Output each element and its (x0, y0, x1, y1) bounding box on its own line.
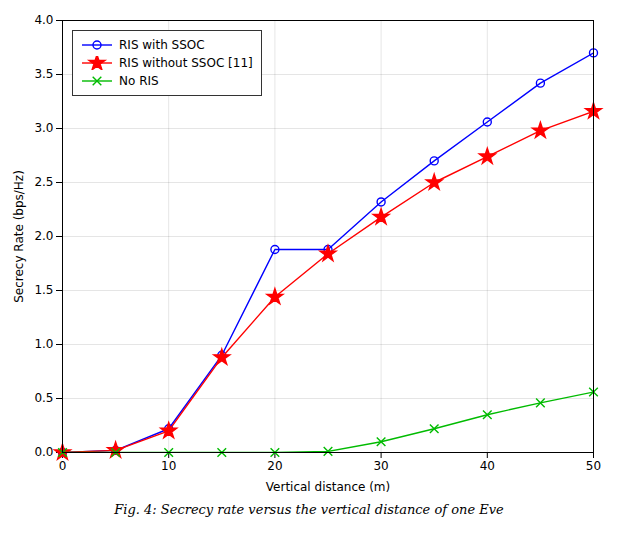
svg-text:3.5: 3.5 (34, 67, 53, 81)
svg-text:3.0: 3.0 (34, 121, 53, 135)
html-text:Fig. 4: Secrecy rate versus th: Fig. 4: Secrecy rate versus the vertical… (114, 502, 504, 517)
svg-text:50: 50 (586, 459, 601, 473)
html-text:RIS without SSOC [11]: RIS without SSOC [11] (119, 56, 253, 70)
svg-text:10: 10 (161, 459, 176, 473)
svg-text:0.0: 0.0 (34, 445, 53, 459)
svg-text:2.0: 2.0 (34, 229, 53, 243)
svg-text:40: 40 (480, 459, 495, 473)
svg-text:2.5: 2.5 (34, 175, 53, 189)
svg-text:20: 20 (267, 459, 282, 473)
svg-text:Vertical distance (m): Vertical distance (m) (266, 480, 390, 494)
html-text:RIS with SSOC: RIS with SSOC (119, 38, 205, 52)
html-text:No RIS: No RIS (119, 74, 159, 88)
svg-text:1.0: 1.0 (34, 337, 53, 351)
svg-text:1.5: 1.5 (34, 283, 53, 297)
svg-text:4.0: 4.0 (34, 13, 53, 27)
svg-text:Secrecy Rate (bps/Hz): Secrecy Rate (bps/Hz) (12, 170, 26, 303)
svg-text:0: 0 (59, 459, 67, 473)
svg-text:30: 30 (373, 459, 388, 473)
svg-text:0.5: 0.5 (34, 391, 53, 405)
